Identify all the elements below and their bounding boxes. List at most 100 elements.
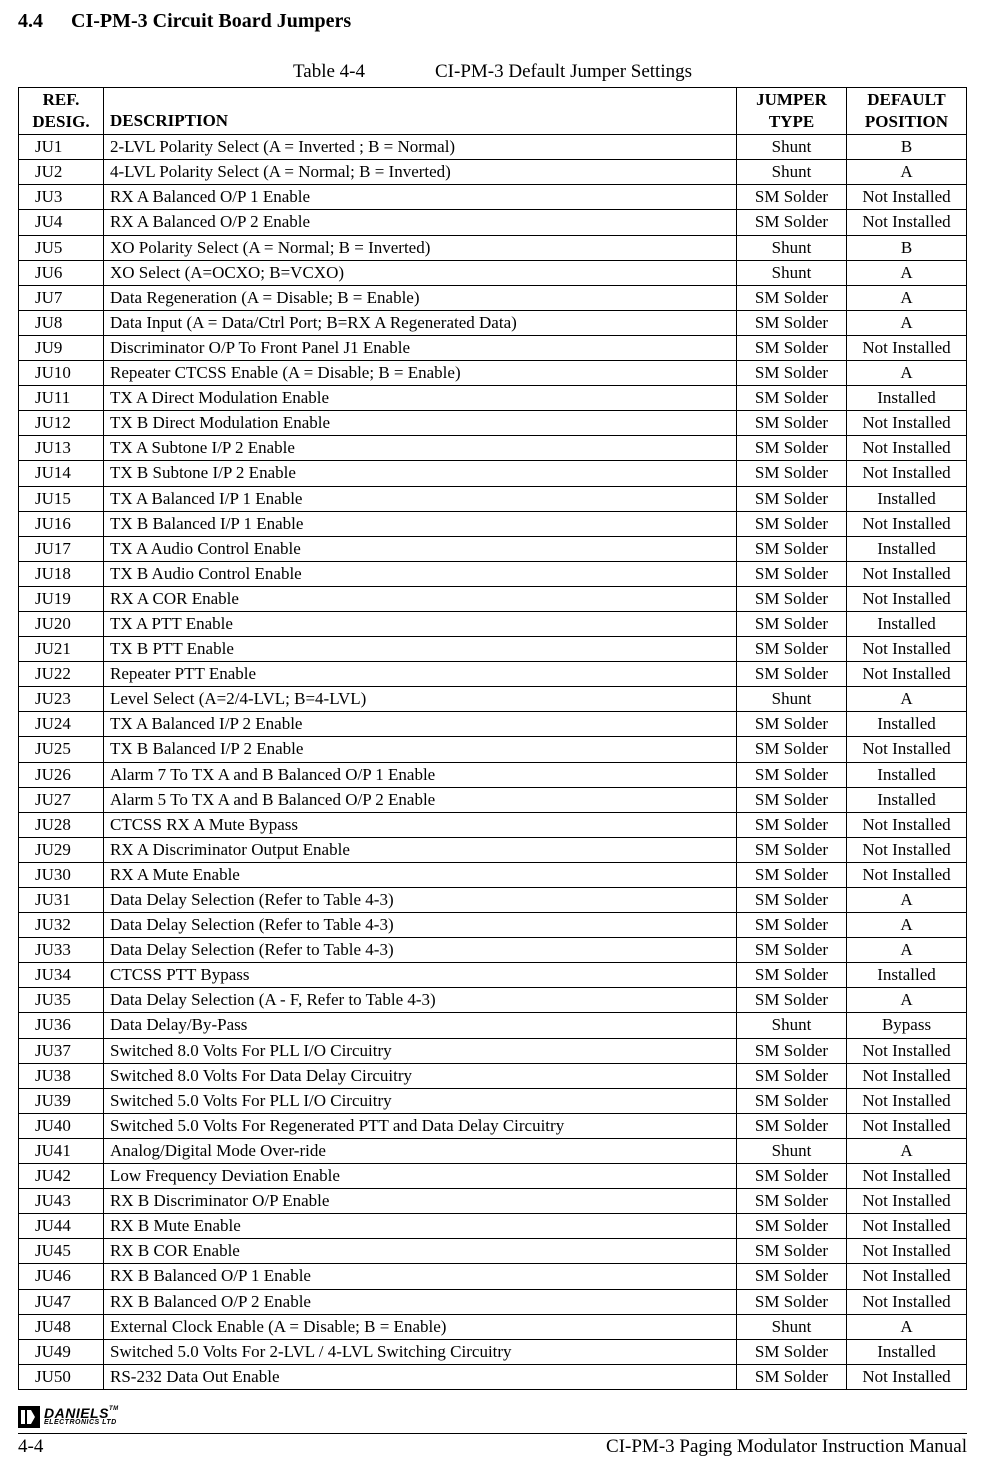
cell-jumper-type: SM Solder (737, 411, 847, 436)
table-row: JU28CTCSS RX A Mute BypassSM SolderNot I… (19, 812, 967, 837)
cell-description: TX B Direct Modulation Enable (104, 411, 737, 436)
cell-default-position: Installed (847, 712, 967, 737)
cell-description: Alarm 7 To TX A and B Balanced O/P 1 Ena… (104, 762, 737, 787)
cell-default-position: Not Installed (847, 411, 967, 436)
cell-ref: JU32 (19, 913, 104, 938)
cell-description: Data Delay Selection (Refer to Table 4-3… (104, 938, 737, 963)
cell-ref: JU44 (19, 1214, 104, 1239)
cell-ref: JU36 (19, 1013, 104, 1038)
table-row: JU9Discriminator O/P To Front Panel J1 E… (19, 335, 967, 360)
cell-ref: JU34 (19, 963, 104, 988)
cell-default-position: Not Installed (847, 210, 967, 235)
cell-jumper-type: SM Solder (737, 1088, 847, 1113)
cell-jumper-type: SM Solder (737, 1113, 847, 1138)
cell-description: TX B Subtone I/P 2 Enable (104, 461, 737, 486)
cell-description: Alarm 5 To TX A and B Balanced O/P 2 Ena… (104, 787, 737, 812)
table-row: JU3RX A Balanced O/P 1 EnableSM SolderNo… (19, 185, 967, 210)
table-row: JU38Switched 8.0 Volts For Data Delay Ci… (19, 1063, 967, 1088)
cell-description: RX A Balanced O/P 1 Enable (104, 185, 737, 210)
cell-jumper-type: Shunt (737, 1013, 847, 1038)
cell-ref: JU49 (19, 1339, 104, 1364)
cell-default-position: Not Installed (847, 1364, 967, 1389)
logo-icon (18, 1406, 40, 1428)
cell-jumper-type: SM Solder (737, 637, 847, 662)
cell-ref: JU6 (19, 260, 104, 285)
table-row: JU41Analog/Digital Mode Over-rideShuntA (19, 1138, 967, 1163)
cell-jumper-type: SM Solder (737, 310, 847, 335)
table-row: JU27Alarm 5 To TX A and B Balanced O/P 2… (19, 787, 967, 812)
table-row: JU29RX A Discriminator Output EnableSM S… (19, 837, 967, 862)
cell-ref: JU35 (19, 988, 104, 1013)
cell-description: RS-232 Data Out Enable (104, 1364, 737, 1389)
table-row: JU47RX B Balanced O/P 2 EnableSM SolderN… (19, 1289, 967, 1314)
cell-jumper-type: SM Solder (737, 1364, 847, 1389)
table-row: JU8Data Input (A = Data/Ctrl Port; B=RX … (19, 310, 967, 335)
cell-jumper-type: SM Solder (737, 938, 847, 963)
cell-default-position: Installed (847, 963, 967, 988)
table-row: JU21TX B PTT EnableSM SolderNot Installe… (19, 637, 967, 662)
cell-description: TX A Balanced I/P 1 Enable (104, 486, 737, 511)
table-row: JU25TX B Balanced I/P 2 EnableSM SolderN… (19, 737, 967, 762)
cell-description: CTCSS PTT Bypass (104, 963, 737, 988)
cell-default-position: Installed (847, 536, 967, 561)
table-row: JU12-LVL Polarity Select (A = Inverted ;… (19, 135, 967, 160)
table-row: JU35Data Delay Selection (A - F, Refer t… (19, 988, 967, 1013)
cell-description: TX A Audio Control Enable (104, 536, 737, 561)
cell-ref: JU45 (19, 1239, 104, 1264)
table-row: JU31Data Delay Selection (Refer to Table… (19, 888, 967, 913)
cell-jumper-type: SM Solder (737, 1339, 847, 1364)
cell-jumper-type: SM Solder (737, 812, 847, 837)
cell-default-position: Not Installed (847, 185, 967, 210)
cell-jumper-type: SM Solder (737, 586, 847, 611)
cell-default-position: A (847, 310, 967, 335)
cell-ref: JU18 (19, 561, 104, 586)
cell-jumper-type: SM Solder (737, 662, 847, 687)
cell-default-position: Not Installed (847, 662, 967, 687)
cell-ref: JU48 (19, 1314, 104, 1339)
cell-default-position: Not Installed (847, 1264, 967, 1289)
cell-description: Analog/Digital Mode Over-ride (104, 1138, 737, 1163)
table-row: JU49Switched 5.0 Volts For 2-LVL / 4-LVL… (19, 1339, 967, 1364)
table-title: CI-PM-3 Default Jumper Settings (435, 61, 692, 82)
cell-ref: JU7 (19, 285, 104, 310)
cell-description: RX A COR Enable (104, 586, 737, 611)
cell-ref: JU25 (19, 737, 104, 762)
cell-ref: JU37 (19, 1038, 104, 1063)
table-row: JU40Switched 5.0 Volts For Regenerated P… (19, 1113, 967, 1138)
cell-ref: JU42 (19, 1164, 104, 1189)
table-row: JU32Data Delay Selection (Refer to Table… (19, 913, 967, 938)
cell-description: Level Select (A=2/4-LVL; B=4-LVL) (104, 687, 737, 712)
table-row: JU45RX B COR EnableSM SolderNot Installe… (19, 1239, 967, 1264)
table-row: JU16TX B Balanced I/P 1 EnableSM SolderN… (19, 511, 967, 536)
page-number: 4-4 (18, 1436, 43, 1458)
cell-jumper-type: Shunt (737, 1138, 847, 1163)
table-header-row: REF.DESIG. DESCRIPTION JUMPERTYPE DEFAUL… (19, 88, 967, 135)
cell-default-position: Not Installed (847, 511, 967, 536)
cell-jumper-type: SM Solder (737, 913, 847, 938)
section-title: CI-PM-3 Circuit Board Jumpers (71, 10, 351, 32)
cell-description: TX B PTT Enable (104, 637, 737, 662)
cell-jumper-type: Shunt (737, 160, 847, 185)
cell-jumper-type: SM Solder (737, 486, 847, 511)
cell-ref: JU24 (19, 712, 104, 737)
cell-default-position: Installed (847, 787, 967, 812)
cell-jumper-type: SM Solder (737, 1264, 847, 1289)
cell-ref: JU17 (19, 536, 104, 561)
table-row: JU4RX A Balanced O/P 2 EnableSM SolderNo… (19, 210, 967, 235)
cell-ref: JU10 (19, 361, 104, 386)
cell-default-position: Not Installed (847, 1214, 967, 1239)
cell-ref: JU28 (19, 812, 104, 837)
cell-ref: JU40 (19, 1113, 104, 1138)
cell-description: Switched 5.0 Volts For Regenerated PTT a… (104, 1113, 737, 1138)
cell-ref: JU3 (19, 185, 104, 210)
cell-ref: JU19 (19, 586, 104, 611)
table-row: JU24TX A Balanced I/P 2 EnableSM SolderI… (19, 712, 967, 737)
cell-ref: JU21 (19, 637, 104, 662)
cell-description: Data Delay/By-Pass (104, 1013, 737, 1038)
cell-description: XO Select (A=OCXO; B=VCXO) (104, 260, 737, 285)
cell-ref: JU8 (19, 310, 104, 335)
cell-ref: JU22 (19, 662, 104, 687)
cell-jumper-type: SM Solder (737, 963, 847, 988)
cell-default-position: Not Installed (847, 436, 967, 461)
cell-description: TX B Audio Control Enable (104, 561, 737, 586)
